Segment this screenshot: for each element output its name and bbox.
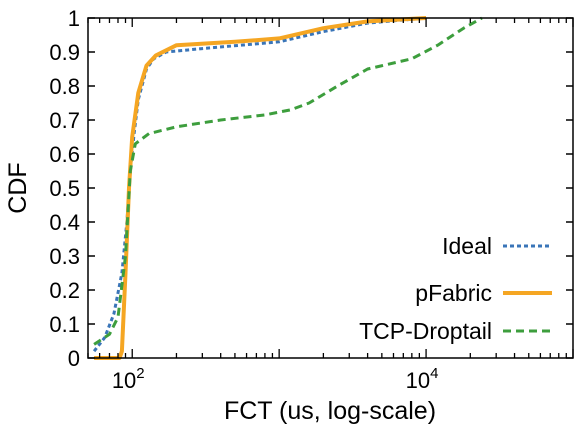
y-axis-label: CDF: [4, 162, 32, 213]
x-axis-label: FCT (us, log-scale): [224, 397, 436, 425]
y-tick-label: 0.3: [49, 244, 80, 269]
y-axis: 0 0.1 0.2 0.3 0.4 0.5 0.6 0.7 0.8 0.9 1: [49, 6, 573, 371]
series-line-tcp-droptail: [93, 16, 483, 346]
legend: Ideal pFabric TCP-Droptail: [359, 233, 552, 344]
y-tick-label: 0: [68, 346, 80, 371]
y-tick-label: 0.2: [49, 278, 80, 303]
y-tick-label: 0.8: [49, 74, 80, 99]
series-layer: [92, 16, 483, 360]
legend-label: TCP-Droptail: [359, 318, 492, 344]
series-line-pfabric: [94, 16, 427, 360]
y-tick-label: 0.7: [49, 108, 80, 133]
legend-label: pFabric: [415, 280, 492, 306]
y-tick-label: 0.1: [49, 312, 80, 337]
y-tick-label: 0.9: [49, 40, 80, 65]
y-tick-label: 0.6: [49, 142, 80, 167]
y-tick-label: 0.5: [49, 176, 80, 201]
y-tick-label: 0.4: [49, 210, 80, 235]
legend-label: Ideal: [442, 233, 492, 259]
plot-frame: [87, 17, 574, 359]
x-axis: 102 104: [87, 18, 574, 393]
y-tick-label: 1: [68, 6, 80, 31]
x-tick-label: 104: [406, 365, 439, 393]
x-tick-label: 102: [112, 365, 145, 393]
